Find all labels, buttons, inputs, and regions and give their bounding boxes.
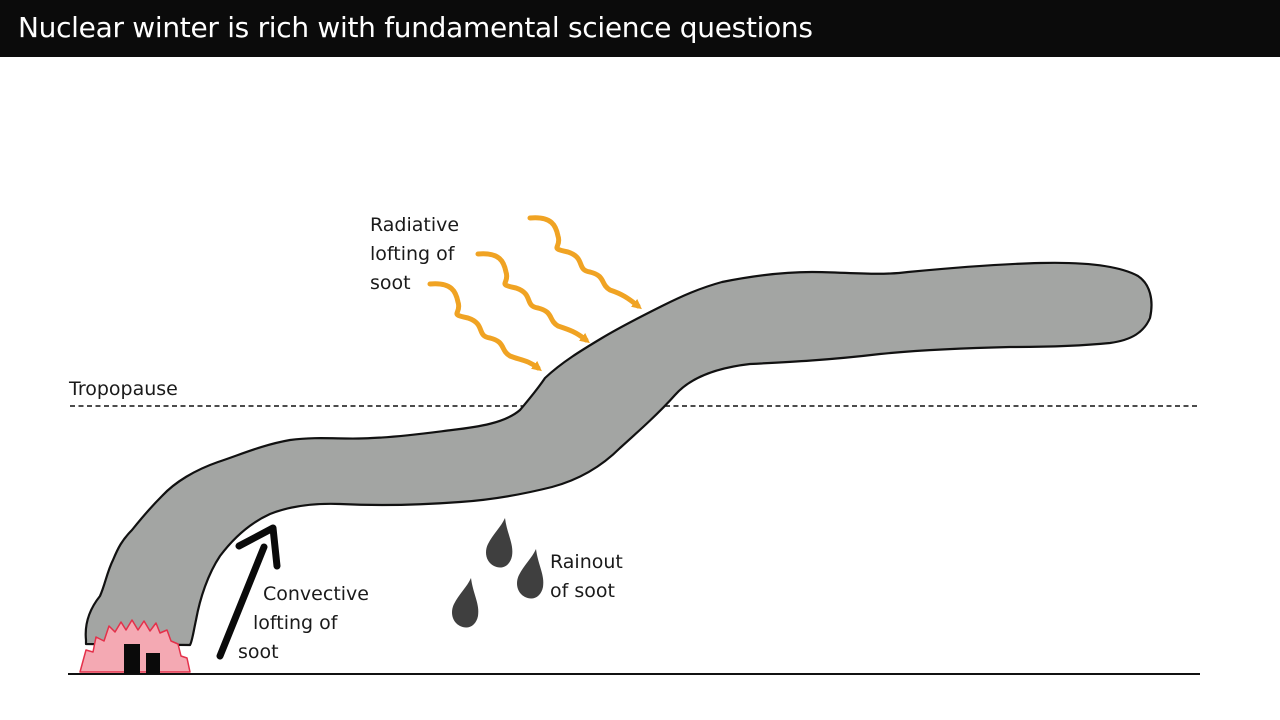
sunlight-arrow-3 — [527, 215, 642, 310]
radiative-line-1: Radiative — [370, 214, 460, 236]
rainout-label: Rainout of soot — [550, 548, 623, 606]
convective-line-3: soot — [238, 641, 279, 663]
soot-plume — [84, 261, 1153, 647]
rainout-line-1: Rainout — [550, 551, 623, 573]
convective-arrow — [216, 524, 281, 660]
sunlight-arrow-2 — [475, 251, 590, 344]
convective-line-2: lofting of — [253, 612, 338, 634]
nuclear-winter-diagram — [68, 215, 1200, 675]
sunlight-arrow-1 — [427, 281, 542, 372]
title-bar: Nuclear winter is rich with fundamental … — [0, 0, 1280, 57]
rainout-line-2: of soot — [550, 580, 615, 602]
building-short — [146, 653, 160, 674]
tropopause-text: Tropopause — [69, 378, 178, 400]
convective-lofting-label: Convective lofting of soot — [238, 580, 369, 667]
convective-line-1: Convective — [263, 583, 369, 605]
raindrop — [517, 549, 544, 599]
slide-title: Nuclear winter is rich with fundamental … — [18, 11, 813, 44]
raindrops — [452, 518, 544, 628]
raindrop — [452, 578, 479, 628]
tropopause-label: Tropopause — [69, 375, 178, 404]
radiative-lofting-label: Radiative lofting of soot — [370, 211, 459, 298]
radiative-line-3: soot — [370, 272, 411, 294]
radiative-line-2: lofting of — [370, 243, 455, 265]
building-tall — [124, 644, 140, 674]
sunlight-arrows — [427, 215, 642, 372]
raindrop — [486, 518, 513, 568]
